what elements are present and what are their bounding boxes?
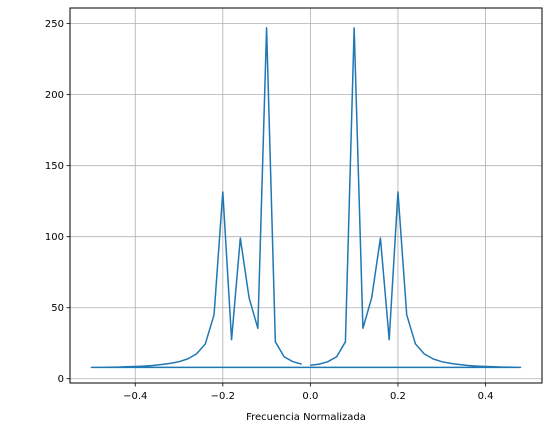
series <box>90 27 522 369</box>
x-tick-label: −0.2 <box>211 391 235 402</box>
x-tick-label: 0.4 <box>478 391 494 402</box>
grid <box>70 8 542 383</box>
y-tick-label: 250 <box>45 19 64 30</box>
y-tick-label: 200 <box>45 90 64 101</box>
x-tick-label: 0.2 <box>390 391 406 402</box>
series-line <box>90 27 522 369</box>
x-tick-label: −0.4 <box>123 391 147 402</box>
plot-frame <box>69 7 543 384</box>
y-tick-label: 150 <box>45 161 64 172</box>
ticks: −0.4 −0.2 0.0 0.2 0.4 0 50 100 150 200 250 <box>45 19 494 402</box>
y-tick-label: 100 <box>45 232 64 243</box>
y-tick-label: 0 <box>58 374 64 385</box>
x-tick-label: 0.0 <box>302 391 318 402</box>
x-axis-label: Frecuencia Normalizada <box>246 412 366 423</box>
y-tick-label: 50 <box>51 303 64 314</box>
